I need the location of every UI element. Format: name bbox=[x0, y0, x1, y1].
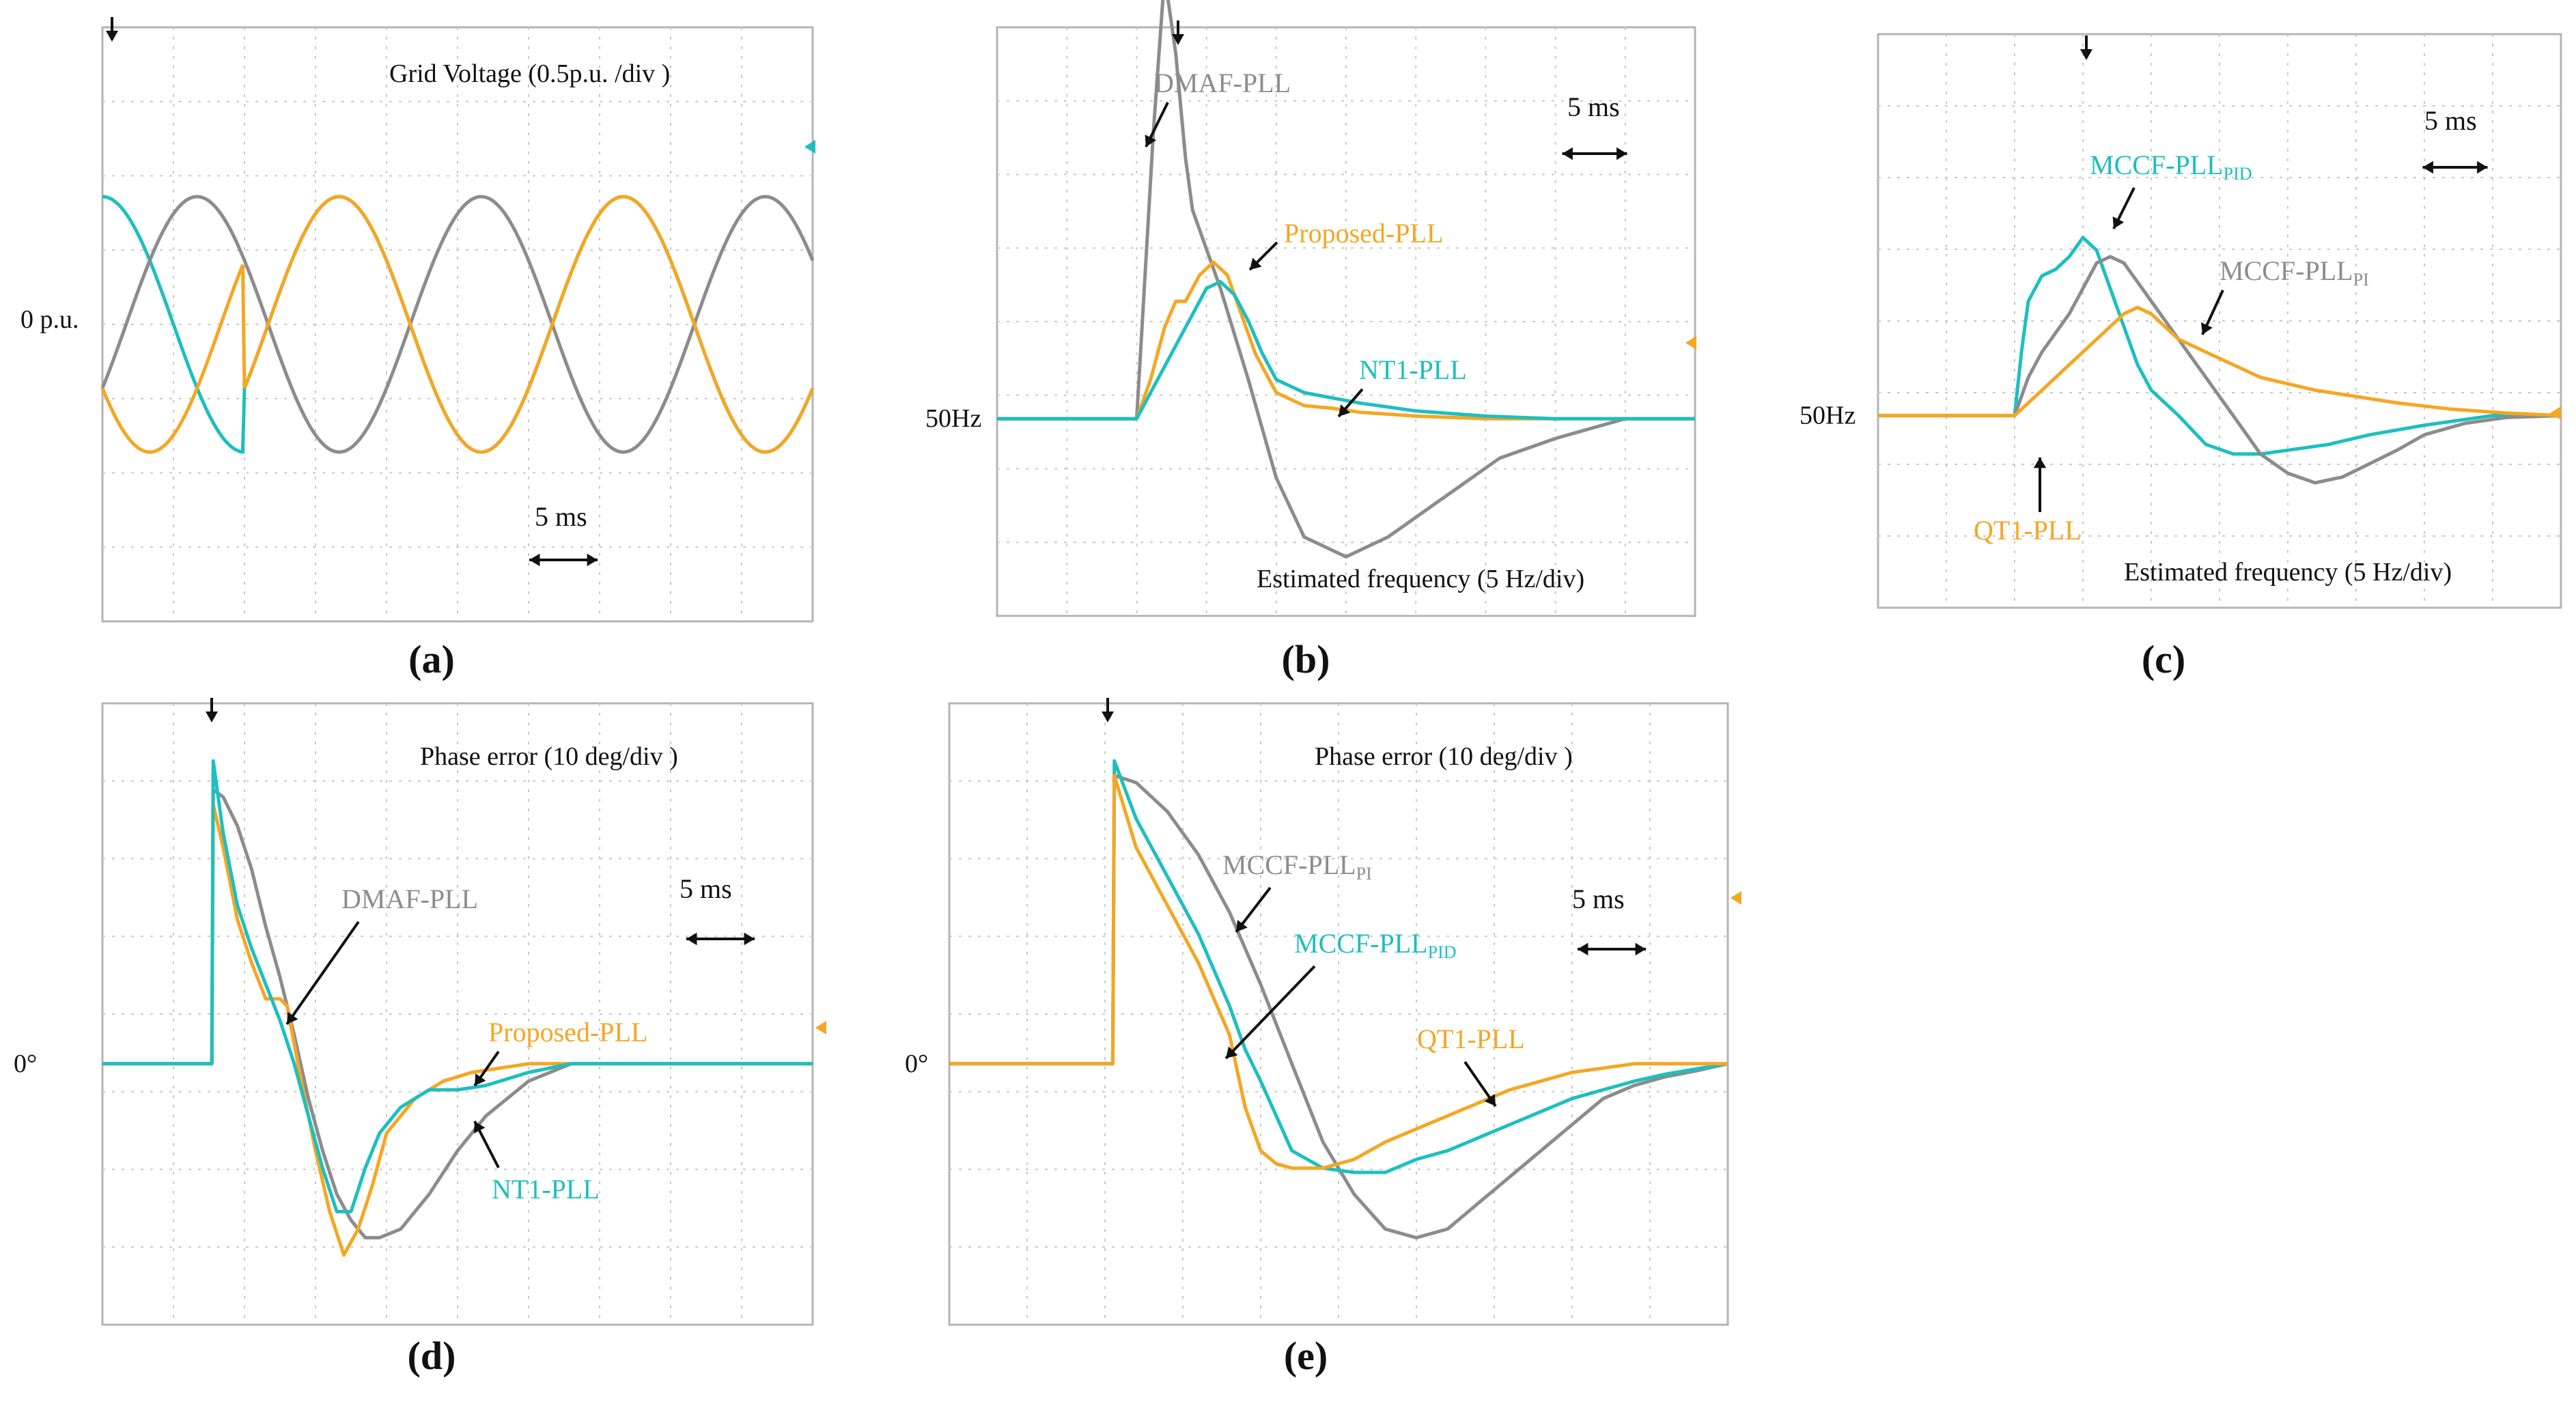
panel-e-pointer-mccf-pid bbox=[1224, 965, 1316, 1060]
panel-d-ylabel: 0° bbox=[14, 1050, 37, 1078]
panel-b-annot-nt1: NT1-PLL bbox=[1359, 354, 1467, 385]
series-proposed-pll bbox=[997, 260, 1695, 421]
series-qt1-pll bbox=[949, 774, 1728, 1170]
panel-b-ylabel: 50Hz bbox=[925, 404, 981, 433]
panel-b-frame bbox=[996, 26, 1696, 617]
panel-d-caption: (d) bbox=[408, 1334, 456, 1378]
panel-c-scale-arrow bbox=[2422, 160, 2488, 174]
panel-d-pointer-nt1 bbox=[473, 1121, 500, 1168]
panel-b-title: Estimated frequency (5 Hz/div) bbox=[1257, 565, 1584, 593]
panel-b-annot-dmaf: DMAF-PLL bbox=[1154, 68, 1291, 98]
panel-e-trigger-marker bbox=[1102, 698, 1114, 722]
panel-d-scale-label: 5 ms bbox=[680, 873, 732, 904]
panel-c-caption: (c) bbox=[2142, 637, 2185, 681]
panel-e-scale-arrow bbox=[1578, 942, 1646, 956]
panel-c-title: Estimated frequency (5 Hz/div) bbox=[2124, 558, 2452, 587]
panel-c-annot-mccf-pid: MCCF-PLLPID bbox=[2090, 150, 2252, 184]
panel-c-scale-label: 5 ms bbox=[2424, 105, 2477, 136]
panel-b-caption: (b) bbox=[1282, 637, 1330, 681]
panel-e-ylabel: 0° bbox=[905, 1050, 928, 1078]
panel-b-scale-label: 5 ms bbox=[1567, 91, 1620, 122]
series-dmaf-pll bbox=[997, 0, 1695, 559]
series-qt1-pll bbox=[1878, 305, 2562, 418]
panel-a-ylabel: 0 p.u. bbox=[20, 305, 79, 334]
panel-d-title: Phase error (10 deg/div ) bbox=[420, 742, 678, 771]
panel-b-annot-proposed: Proposed-PLL bbox=[1284, 218, 1443, 249]
panel-a-level-marker bbox=[804, 140, 815, 154]
panel-a-title: Grid Voltage (0.5p.u. /div ) bbox=[389, 59, 670, 88]
panel-e-level-marker bbox=[1731, 891, 1741, 905]
panel-e-pointer-mccf-pi bbox=[1235, 886, 1272, 933]
panel-c-frame bbox=[1877, 33, 2562, 609]
panel-c-annot-mccf-pi: MCCF-PLLPI bbox=[2220, 255, 2369, 290]
panel-c-pointer-mccf-pi bbox=[2201, 290, 2224, 335]
panel-e-caption: (e) bbox=[1284, 1334, 1328, 1378]
panel-d-annot-nt1: NT1-PLL bbox=[492, 1174, 600, 1205]
panel-a-trigger-marker bbox=[106, 17, 118, 42]
panel-d-pointer-dmaf bbox=[285, 920, 360, 1026]
panel-c-ylabel: 50Hz bbox=[1800, 402, 1856, 430]
panel-c-level-marker bbox=[2550, 406, 2561, 420]
panel-e-scale-label: 5 ms bbox=[1572, 884, 1625, 914]
panel-c-pointer-mccf-pid bbox=[2112, 187, 2136, 229]
panel-c-trigger-marker bbox=[2080, 36, 2092, 60]
series-nt1-pll bbox=[997, 280, 1695, 421]
panel-a-caption: (a) bbox=[408, 637, 455, 681]
panel-b-pointer-dmaf bbox=[1145, 102, 1169, 147]
panel-e-annot-mccf-pi: MCCF-PLLPI bbox=[1222, 849, 1372, 884]
panel-a-scale-label: 5 ms bbox=[535, 501, 587, 532]
series-mccf-pll-pid- bbox=[1878, 236, 2561, 456]
panel-c-annot-qt1: QT1-PLL bbox=[1974, 515, 2082, 546]
series-mccf-pll-pid- bbox=[949, 759, 1728, 1174]
panel-d-trigger-marker bbox=[206, 698, 218, 722]
panel-e-annot-qt1: QT1-PLL bbox=[1417, 1024, 1525, 1054]
series-mccf-pll-pi- bbox=[949, 774, 1728, 1240]
panel-d-level-marker bbox=[815, 1021, 826, 1034]
panel-b-pointer-proposed bbox=[1248, 241, 1278, 271]
panel-d-frame bbox=[101, 702, 814, 1326]
panel-e-title: Phase error (10 deg/div ) bbox=[1315, 742, 1573, 771]
panel-c-pointer-qt1 bbox=[2033, 457, 2047, 512]
panel-b-scale-arrow bbox=[1562, 147, 1627, 160]
series-mccf-pll-pi- bbox=[1878, 255, 2562, 485]
panel-a-frame bbox=[101, 26, 814, 623]
panel-b-pointer-nt1 bbox=[1337, 388, 1364, 418]
series-phase-3 bbox=[100, 195, 815, 454]
panel-e-pointer-qt1 bbox=[1464, 1060, 1497, 1108]
panel-e-frame bbox=[948, 702, 1729, 1326]
panel-d-pointer-proposed bbox=[473, 1050, 500, 1087]
panel-a-scale-arrow bbox=[529, 553, 598, 567]
series-nt1-pll bbox=[102, 759, 813, 1213]
panel-d-annot-dmaf: DMAF-PLL bbox=[341, 884, 478, 914]
panel-b-trigger-marker bbox=[1172, 20, 1184, 45]
panel-d-scale-arrow bbox=[686, 932, 755, 946]
panel-b-level-marker bbox=[1685, 336, 1696, 350]
panel-d-annot-proposed: Proposed-PLL bbox=[488, 1017, 647, 1047]
panel-e-annot-mccf-pid: MCCF-PLLPID bbox=[1294, 928, 1457, 962]
